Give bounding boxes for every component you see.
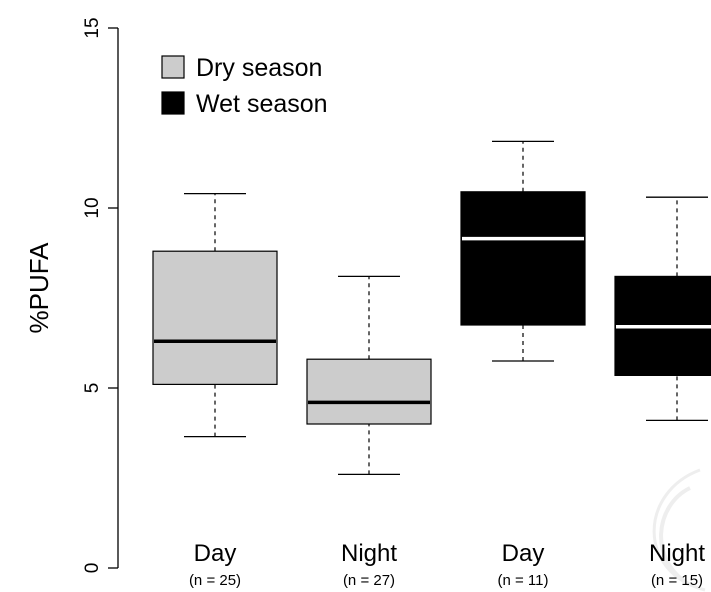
boxes-layer xyxy=(152,140,711,476)
legend-label: Dry season xyxy=(196,54,322,82)
y-axis: 0 5 10 15 xyxy=(82,17,119,574)
x-sample-size-label: (n = 15) xyxy=(651,572,703,589)
legend: Dry season Wet season xyxy=(161,54,328,118)
legend-swatch xyxy=(161,55,185,79)
watermark-decoration xyxy=(652,468,706,592)
x-sample-size-label: (n = 11) xyxy=(498,572,549,589)
box-3 xyxy=(460,140,586,362)
y-tick-label: 15 xyxy=(82,17,103,38)
x-category-label: Night xyxy=(341,540,397,567)
x-labels-layer: Day (n = 25) Night (n = 27) Day (n = 11) Night… xyxy=(189,540,705,589)
x-category-label: Night xyxy=(649,540,705,567)
y-tick-label: 10 xyxy=(82,197,103,218)
box-1 xyxy=(152,192,278,438)
y-tick-label: 5 xyxy=(82,383,103,394)
x-category-label: Day xyxy=(194,540,237,567)
x-sample-size-label: (n = 27) xyxy=(343,572,395,589)
x-category-label: Day xyxy=(502,540,545,567)
iqr-box xyxy=(152,250,278,385)
legend-swatch xyxy=(161,91,185,115)
box-4 xyxy=(614,196,711,422)
y-axis-label: %PUFA xyxy=(24,242,54,334)
iqr-box xyxy=(460,191,586,326)
y-tick-label: 0 xyxy=(82,563,103,574)
x-sample-size-label: (n = 25) xyxy=(189,572,241,589)
legend-label: Wet season xyxy=(196,90,328,118)
iqr-box xyxy=(306,358,432,425)
box-2 xyxy=(306,275,432,476)
